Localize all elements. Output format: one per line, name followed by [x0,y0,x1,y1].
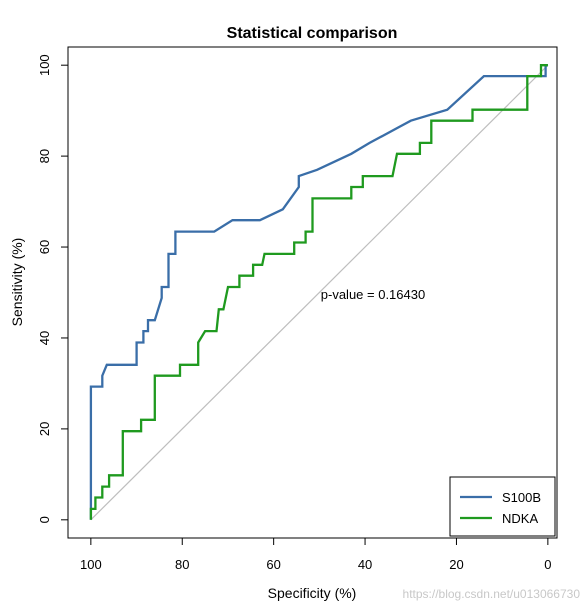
x-tick-label: 100 [80,557,102,572]
legend-label-ndka: NDKA [502,511,538,526]
y-tick-label: 0 [37,516,52,523]
watermark: https://blog.csdn.net/u013066730 [403,587,581,601]
x-tick-label: 80 [175,557,189,572]
y-tick-label: 40 [37,331,52,345]
chart-title: Statistical comparison [227,25,398,42]
legend-box [449,476,556,537]
x-axis: 100 80 60 40 20 0 [80,537,551,572]
legend: S100B NDKA [449,476,556,537]
y-axis: 0 20 40 60 80 100 [37,54,69,523]
p-value-annotation: p-value = 0.16430 [321,287,425,302]
series-ndka-line [89,64,548,520]
y-tick-label: 80 [37,149,52,163]
legend-label-s100b: S100B [502,490,541,505]
x-tick-label: 20 [449,557,463,572]
series-s100b-line [89,64,548,520]
x-tick-label: 40 [358,557,372,572]
x-tick-label: 60 [266,557,280,572]
y-axis-label: Sensitivity (%) [9,238,25,327]
x-axis-label: Specificity (%) [268,585,357,601]
y-tick-label: 100 [37,54,52,76]
x-tick-label: 0 [544,557,551,572]
reference-diagonal [90,64,549,521]
series-layer [89,64,548,520]
y-tick-label: 20 [37,422,52,436]
y-tick-label: 60 [37,240,52,254]
